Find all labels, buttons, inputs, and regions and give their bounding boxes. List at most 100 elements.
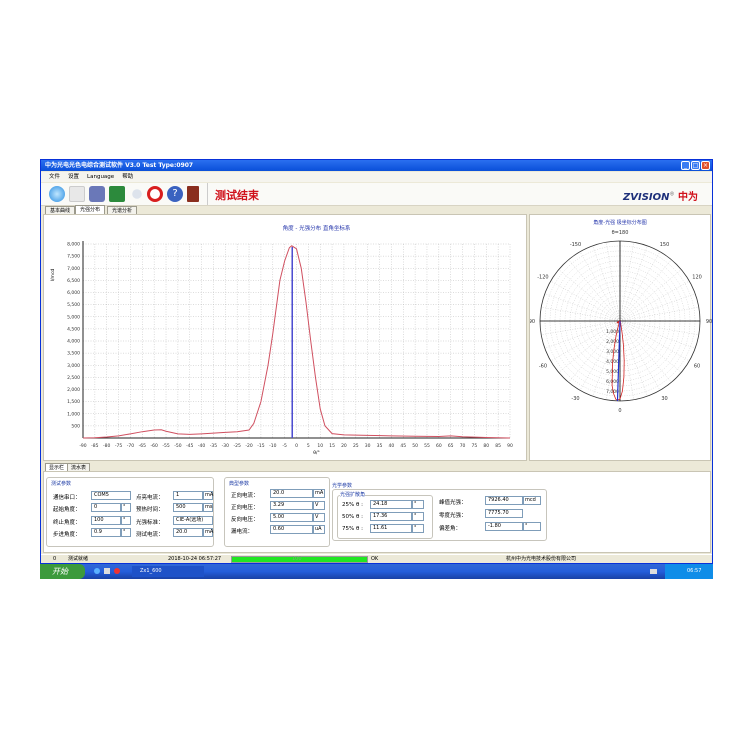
start-icon[interactable] (49, 186, 65, 202)
polar-grid-spoke (544, 320, 621, 349)
polar-radial-label: 6,000 (606, 379, 619, 385)
x-tick-label: -35 (210, 443, 217, 449)
close-button[interactable]: × (701, 161, 710, 170)
polar-grid-spoke (579, 320, 621, 391)
polar-grid-spoke (619, 306, 699, 322)
preheat-time-field[interactable]: 500 (173, 503, 203, 512)
polar-grid-spoke (619, 259, 672, 322)
polar-radial-label: 3,000 (606, 349, 619, 355)
light-current-field[interactable]: 1 (173, 491, 203, 500)
field-label: 反向电压： (231, 517, 259, 523)
menu-help[interactable]: 帮助 (122, 174, 134, 180)
ie-icon[interactable] (94, 568, 100, 574)
settings-icon[interactable] (89, 186, 105, 202)
tab-spectrum-analysis[interactable]: 光谱分析 (107, 206, 138, 215)
start-angle-field[interactable]: 0 (91, 503, 121, 512)
zvision-logo: ZVISION® 中为 (623, 191, 698, 203)
forward-voltage-field[interactable]: 3.29 (270, 501, 313, 510)
field-label: 步进角度： (53, 532, 81, 538)
step-angle-field[interactable]: 0.9 (91, 528, 121, 537)
unit-label: ° (121, 503, 131, 512)
x-tick-label: -55 (162, 443, 169, 449)
polar-grid-spoke (619, 320, 696, 349)
polar-grid-spoke (544, 293, 621, 322)
start-button[interactable]: 开始 (40, 564, 85, 579)
zero-intensity-field[interactable]: 7775.70 (485, 509, 523, 518)
x-tick-label: -30 (222, 443, 229, 449)
eraser-icon[interactable] (132, 189, 142, 199)
deviation-angle-field[interactable]: -1.80 (485, 522, 523, 531)
tab-basic-curve[interactable]: 基本曲线 (45, 206, 76, 215)
spread-angle-group: 光强扩散角 25% θ : 24.18 ° 50% θ : 17.36 ° 75… (337, 491, 433, 539)
unit-label: ° (412, 524, 424, 533)
polar-angle-label: -60 (539, 364, 547, 370)
angle-25-field[interactable]: 24.18 (370, 500, 412, 509)
tab-log-table[interactable]: 流水表 (67, 463, 91, 472)
tray-keyboard-icon[interactable] (650, 569, 657, 574)
y-tick-label: 8,000 (67, 242, 80, 248)
y-tick-label: 2,500 (67, 375, 80, 381)
field-label: 正向电压： (231, 505, 259, 511)
leakage-current-field[interactable]: 0.60 (270, 525, 313, 534)
forward-current-field[interactable]: 20.0 (270, 489, 313, 498)
field-label: 点亮电流： (136, 495, 164, 501)
polar-grid-spoke (619, 269, 682, 322)
x-tick-label: -70 (127, 443, 134, 449)
tab-intensity-distribution[interactable]: 光强分布 (75, 205, 106, 215)
test-params-group: 测试参数 通信串口： COM5 起始角度： 0 ° 终止角度： 100 ° 步进… (46, 477, 214, 547)
x-tick-label: -45 (186, 443, 193, 449)
x-tick-label: 10 (317, 443, 323, 449)
menu-settings[interactable]: 设置 (68, 174, 80, 180)
status-company: 杭州中为光电技术股份有限公司 (506, 556, 577, 562)
unit-label: ° (121, 528, 131, 537)
test-current-field[interactable]: 20.0 (173, 528, 203, 537)
angle-75-field[interactable]: 11.61 (370, 524, 412, 533)
x-tick-label: -75 (115, 443, 122, 449)
intensity-cartesian-chart: 角度 - 光强分布 直角坐标系-90 -85 -80 -75 -70 -65 -60 -55-… (50, 224, 513, 456)
search-icon[interactable] (69, 186, 85, 202)
end-angle-field[interactable]: 100 (91, 516, 121, 525)
progress-fill (232, 557, 367, 562)
x-tick-label: -25 (234, 443, 241, 449)
desktop-icon[interactable] (104, 568, 110, 574)
x-tick-label: 75 (472, 443, 478, 449)
help-icon[interactable]: ? (167, 186, 183, 202)
polar-angle-label: -30 (571, 396, 579, 402)
x-tick-label: -80 (103, 443, 110, 449)
x-tick-label: 0 (295, 443, 298, 449)
x-tick-label: 30 (365, 443, 371, 449)
field-label: 终止角度： (53, 520, 81, 526)
field-label: 25% θ : (342, 502, 363, 508)
com-port-field[interactable]: COM5 (91, 491, 131, 500)
stop-icon[interactable] (147, 186, 163, 202)
intensity-standard-select[interactable]: CIE-A(远场) (173, 516, 213, 525)
reverse-voltage-field[interactable]: 5.00 (270, 513, 313, 522)
y-tick-label: 3,500 (67, 351, 80, 357)
x-tick-label: 80 (483, 443, 489, 449)
field-label: 测试电流： (136, 532, 164, 538)
x-tick-label: -65 (139, 443, 146, 449)
angle-50-field[interactable]: 17.36 (370, 512, 412, 521)
x-tick-label: -10 (269, 443, 276, 449)
peak-intensity-field[interactable]: 7926.40 (485, 496, 523, 505)
x-tick-label: 60 (436, 443, 442, 449)
unit-label: mA (203, 491, 214, 500)
field-label: 75% θ : (342, 526, 363, 532)
polar-grid-spoke (605, 242, 621, 322)
excel-icon[interactable] (109, 186, 125, 202)
maximize-button[interactable]: □ (691, 161, 700, 170)
polar-radial-label: 2,000 (606, 339, 619, 345)
menu-file[interactable]: 文件 (49, 174, 61, 180)
minimize-button[interactable]: _ (681, 161, 690, 170)
field-label: 正向电流： (231, 493, 259, 499)
unit-label: uA (313, 525, 325, 534)
taskbar-app-button[interactable]: Zx1_600 (132, 566, 204, 577)
media-icon[interactable] (114, 568, 120, 574)
y-tick-label: 3,000 (67, 363, 80, 369)
polar-angle-label: 30 (661, 396, 667, 402)
polar-angle-label: θ=180 (612, 230, 629, 236)
polar-angle-label: 60 (694, 364, 700, 370)
menu-language[interactable]: Language (87, 174, 115, 180)
group-title: 光强扩散角 (340, 491, 366, 498)
exit-icon[interactable] (187, 186, 199, 202)
